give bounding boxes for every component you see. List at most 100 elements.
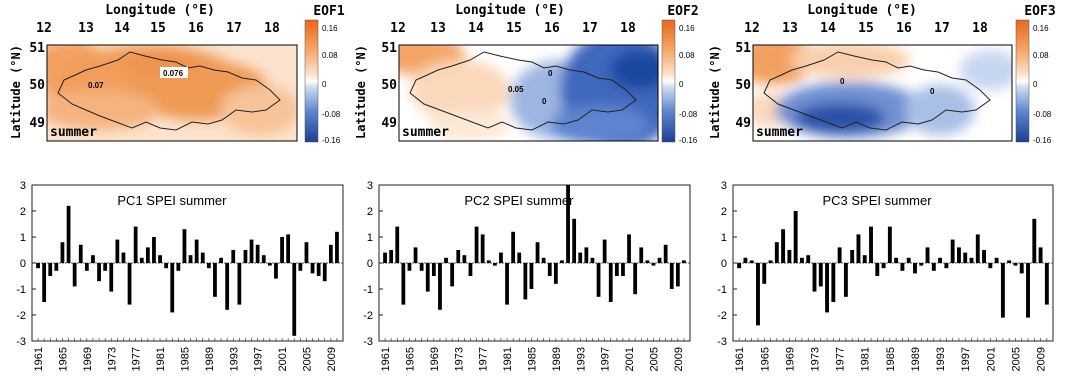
bar: [682, 260, 686, 263]
x-tick-label: 1989: [204, 347, 216, 371]
bar: [431, 263, 436, 276]
x-tick-label: 1997: [253, 347, 265, 371]
map-field-eof3: [753, 45, 1012, 141]
bar: [480, 234, 485, 263]
country-outline: [763, 51, 991, 131]
bar: [663, 244, 668, 263]
bar: [818, 263, 823, 287]
lon-tick: 18: [972, 21, 988, 36]
lat-tick: 49: [381, 116, 397, 131]
x-tick-label: 2001: [277, 347, 289, 371]
y-tick-label: -3: [363, 336, 373, 348]
map-annotation: 0.05: [508, 85, 524, 94]
bar: [316, 263, 321, 276]
longitude-tick-labels: 12 13 14 15 16 17 18: [390, 21, 636, 36]
map-annotation: 0.076: [163, 69, 184, 78]
bar: [1019, 263, 1024, 274]
bar: [850, 250, 855, 263]
bar: [633, 263, 638, 295]
bar: [614, 263, 619, 276]
lon-tick: 18: [264, 21, 280, 36]
bar: [572, 218, 577, 263]
colorbar-tick: -0.08: [679, 110, 698, 119]
x-tick-label: 1989: [910, 347, 922, 371]
bar: [645, 260, 650, 263]
latitude-axis-title: Latitude (°N): [708, 45, 722, 139]
bar: [170, 263, 175, 313]
bar: [768, 260, 773, 263]
annotation-bg: [160, 67, 188, 78]
lon-tick: 13: [78, 21, 94, 36]
y-tick-label: -1: [363, 284, 373, 296]
x-tick-label: 2005: [648, 347, 660, 371]
lon-tick: 15: [858, 21, 874, 36]
lon-tick: 18: [620, 21, 636, 36]
map-frame: [46, 44, 298, 142]
map-frame: [398, 44, 659, 142]
bar: [103, 263, 108, 271]
bar: [925, 247, 930, 263]
bar: [407, 263, 412, 271]
colorbar-tick: -0.08: [1033, 110, 1052, 119]
x-tick-label: 1973: [453, 347, 465, 371]
bar: [255, 244, 260, 263]
x-tick-label: 2009: [673, 347, 685, 371]
bar: [60, 242, 65, 263]
lat-tick: 49: [735, 116, 751, 131]
x-tick-label: 1969: [82, 347, 94, 371]
map-frame: [752, 44, 1013, 142]
colorbar-tick: 0.08: [322, 51, 338, 60]
longitude-tick-labels: 12 13 14 15 16 17 18: [744, 21, 988, 36]
bar: [219, 257, 223, 263]
bar: [225, 263, 230, 310]
season-label: summer: [50, 125, 97, 140]
bar: [566, 185, 570, 263]
x-tick-label: 1989: [551, 347, 563, 371]
lon-tick: 15: [506, 21, 522, 36]
bar: [1044, 263, 1049, 305]
x-tick-label: 1961: [380, 347, 392, 371]
bar: [383, 252, 387, 263]
latitude-axis-title: Latitude (°N): [354, 45, 368, 139]
x-tick-label: 1985: [179, 347, 191, 371]
bar: [1026, 263, 1030, 318]
bar: [492, 263, 497, 266]
map-panel-eof1: 0.07 0.076 summer Longitude (°E) 12 13 1…: [9, 3, 345, 145]
bar: [213, 263, 217, 297]
bar: [267, 263, 272, 266]
bar: [944, 263, 949, 269]
bar: [982, 250, 986, 263]
longitude-axis-title: Longitude (°E): [105, 3, 215, 18]
bar: [887, 226, 892, 263]
bar: [499, 252, 503, 263]
bar: [127, 263, 132, 305]
x-tick-label: 1961: [33, 347, 45, 371]
bar: [249, 239, 254, 263]
lon-tick: 14: [468, 21, 484, 36]
bar: [425, 263, 430, 292]
pc-time-series-charts: 3 2 1 0 -1 -2 -3 1961 1965 1969 1973 1977 1981 1985 19…: [16, 180, 1054, 371]
bar: [413, 247, 418, 263]
bar: [956, 247, 961, 263]
bar: [401, 263, 406, 305]
bar: [310, 263, 315, 274]
pc-chart-1: 3 2 1 0 -1 -2 -3 1961 1965 1969 1973 1977 1981 1985 19…: [16, 180, 344, 371]
bar: [164, 263, 169, 269]
eof-label: EOF3: [1024, 4, 1055, 19]
bar: [523, 263, 528, 300]
lon-tick: 12: [390, 21, 406, 36]
x-tick-label: 1985: [526, 347, 538, 371]
bar: [389, 250, 394, 263]
bar: [869, 226, 873, 263]
bar: [505, 263, 509, 305]
bar: [749, 260, 754, 263]
lon-tick: 16: [188, 21, 204, 36]
colorbar-tick: 0: [679, 80, 684, 89]
y-tick-label: -1: [717, 284, 727, 296]
bar: [806, 255, 811, 263]
bar: [286, 234, 291, 263]
bar: [298, 263, 303, 271]
season-label: summer: [402, 125, 449, 140]
bar: [529, 263, 534, 289]
bar: [913, 263, 917, 274]
